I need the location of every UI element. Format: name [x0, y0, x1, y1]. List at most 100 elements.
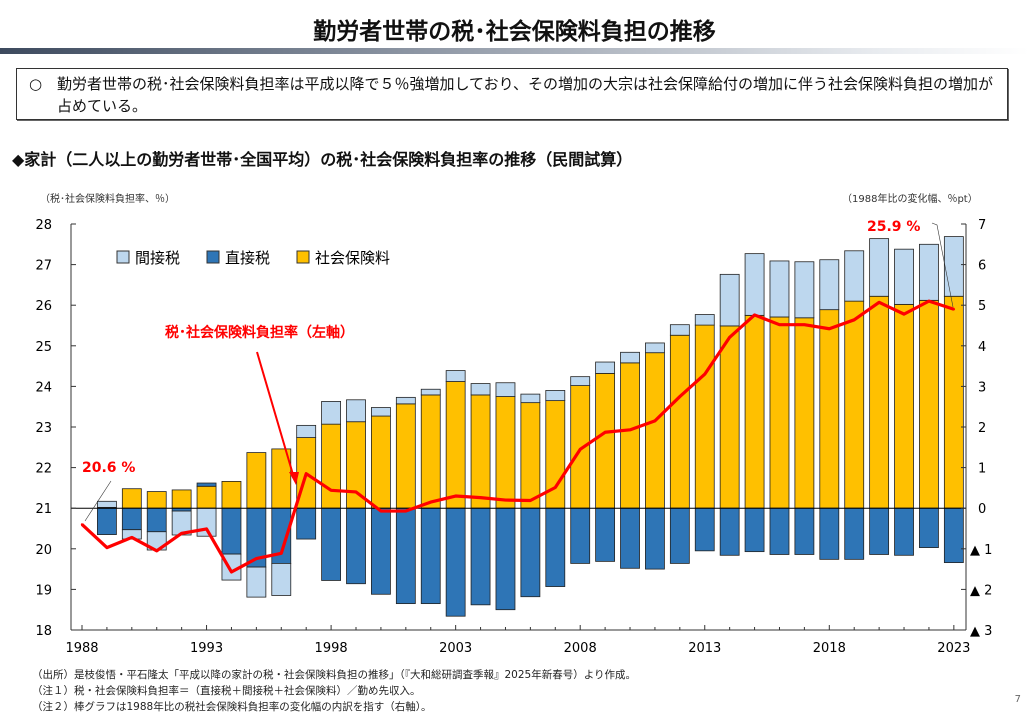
page-number: 7: [1014, 694, 1021, 705]
bar-social-insurance: [943, 295, 964, 509]
x-tick-label: 1988: [65, 641, 98, 656]
bar-indirect-tax: [395, 396, 416, 405]
right-axis-unit: （1988年比の変化幅、％pt）: [842, 194, 978, 205]
burden-rate-point: [927, 299, 931, 303]
left-tick-label: 20: [35, 543, 52, 558]
burden-rate-line: [80, 299, 955, 574]
bar-social-insurance: [146, 491, 167, 509]
bar-indirect-tax: [719, 273, 740, 327]
left-tick-label: 28: [35, 218, 52, 233]
burden-rate-point: [902, 312, 906, 316]
bar-direct-tax: [769, 507, 790, 555]
bar-indirect-tax: [371, 407, 391, 417]
bar-social-insurance: [196, 485, 217, 509]
right-tick-label: 6: [978, 259, 986, 274]
bar-indirect-tax: [346, 399, 366, 423]
line-group: [80, 299, 956, 574]
right-tick-label: 7: [978, 218, 986, 233]
burden-rate-point: [877, 301, 881, 304]
burden-rate-point: [603, 431, 607, 434]
bar-social-insurance: [919, 299, 939, 509]
x-tick-label: 2013: [688, 641, 721, 656]
legend-swatch-indirect: [116, 250, 130, 264]
burden-rate-point: [454, 494, 457, 498]
bar-indirect-tax: [420, 388, 441, 396]
burden-rate-point: [778, 323, 781, 326]
bar-indirect-tax: [296, 424, 317, 438]
bar-direct-tax: [221, 507, 242, 555]
footnotes: （出所）是枝俊悟・平石隆太「平成以降の家計の税・社会保険料負担の推移」（『大和総…: [32, 667, 636, 715]
bar-social-insurance: [694, 324, 715, 509]
bar-social-insurance: [171, 489, 192, 509]
bar-indirect-tax: [271, 563, 292, 596]
bar-direct-tax: [694, 507, 715, 552]
legend-label-direct: 直接税: [225, 249, 270, 267]
burden-rate-point: [255, 557, 258, 560]
line-series-label: 税･社会保険料負担率（左軸）: [165, 324, 354, 341]
line-label-arrow: [256, 351, 295, 479]
bar-direct-tax: [395, 507, 416, 605]
bar-social-insurance: [371, 415, 391, 509]
end-leader-line: [931, 222, 954, 308]
burden-rate-point: [354, 490, 358, 494]
burden-rate-point: [653, 419, 657, 423]
bar-social-insurance: [894, 303, 914, 509]
legend-label-indirect: 間接税: [135, 249, 180, 267]
left-axis-unit: （税･社会保険料負担率、％）: [40, 194, 175, 205]
arrow-head-icon: [289, 472, 299, 485]
bar-indirect-tax: [694, 314, 715, 326]
bar-direct-tax: [719, 507, 740, 556]
bar-indirect-tax: [844, 250, 865, 302]
burden-rate-point: [853, 318, 856, 322]
bar-indirect-tax: [246, 566, 267, 598]
left-tick-label: 19: [35, 583, 52, 598]
bar-social-insurance: [769, 316, 790, 509]
summary-text: 勤労者世帯の税･社会保険料負担率は平成以降で５％強増加しており、その増加の大宗は…: [57, 75, 994, 115]
bar-direct-tax: [595, 507, 616, 562]
bar-direct-tax: [371, 507, 391, 595]
bar-indirect-tax: [943, 236, 964, 297]
left-tick-label: 23: [35, 421, 52, 436]
title-underline: [0, 48, 1029, 54]
bar-direct-tax: [819, 507, 840, 560]
legend-label-social: 社会保険料: [315, 249, 390, 267]
burden-rate-point: [155, 549, 158, 553]
bar-social-insurance: [570, 385, 591, 509]
bar-indirect-tax: [495, 382, 516, 397]
right-tick-label: ▲ 1: [970, 543, 992, 558]
bar-indirect-tax: [669, 324, 690, 336]
bar-social-insurance: [595, 373, 616, 509]
footnote-2: （注２）棒グラフは1988年比の税社会保険料負担率の変化幅の内訳を指す（右軸）。: [32, 701, 432, 713]
burden-rate-point: [379, 509, 383, 513]
right-tick-label: 5: [978, 299, 986, 314]
bar-indirect-tax: [470, 383, 491, 396]
bullet-circle: ○: [29, 75, 43, 93]
x-tick-label: 2018: [813, 641, 846, 656]
legend: 間接税 直接税 社会保険料: [116, 249, 390, 267]
start-leader-line: [84, 480, 112, 522]
x-tick-label: 2008: [564, 641, 597, 656]
burden-rate-point: [504, 498, 507, 502]
burden-rate-point: [429, 500, 432, 504]
burden-rate-point: [753, 313, 756, 317]
end-value-label: 25.9 %: [867, 219, 920, 235]
bar-direct-tax: [321, 507, 342, 581]
bar-social-insurance: [121, 488, 142, 509]
burden-rate-point: [304, 472, 308, 475]
burden-rate-point: [554, 486, 557, 489]
burden-rate-point: [678, 395, 682, 398]
bar-social-insurance: [744, 314, 765, 509]
bar-social-insurance: [520, 402, 541, 509]
start-value-label: 20.6 %: [82, 460, 135, 476]
bar-social-insurance: [669, 334, 690, 509]
bar-direct-tax: [520, 507, 541, 598]
bar-direct-tax: [445, 507, 466, 617]
bar-indirect-tax: [620, 351, 640, 364]
bar-direct-tax: [794, 507, 815, 555]
burden-rate-point: [180, 532, 183, 535]
burden-rate-point: [329, 489, 333, 492]
burden-rate-point: [80, 523, 84, 526]
legend-swatch-direct: [206, 250, 220, 264]
